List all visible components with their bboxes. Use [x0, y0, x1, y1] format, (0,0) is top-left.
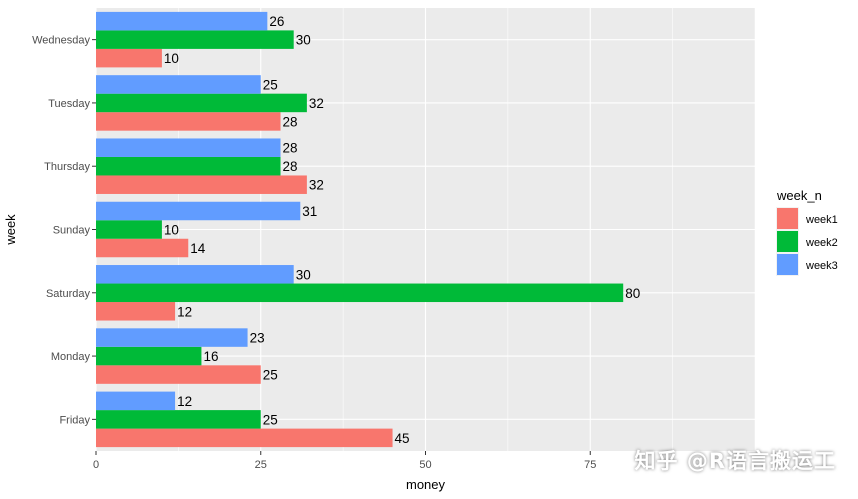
- bar-week3-wednesday: [96, 11, 268, 31]
- value-label: 25: [263, 368, 278, 383]
- value-label: 10: [164, 51, 179, 66]
- legend-key-week2: [777, 231, 798, 252]
- bar-week2-wednesday: [96, 30, 294, 49]
- bar-week2-monday: [96, 346, 202, 366]
- legend-label-week1: week1: [805, 214, 838, 226]
- x-axis: 0 25 50 75: [93, 451, 596, 471]
- bar-week1-thursday: [96, 175, 307, 194]
- y-tick-label: Wednesday: [32, 35, 90, 47]
- value-label: 12: [177, 304, 192, 319]
- bar-week1-sunday: [96, 238, 189, 258]
- value-label: 28: [283, 114, 298, 129]
- value-label: 80: [625, 286, 640, 301]
- y-tick-label: Friday: [59, 414, 90, 426]
- x-tick-label: 0: [93, 459, 99, 471]
- bar-week3-tuesday: [96, 75, 261, 94]
- y-tick-label: Thursday: [44, 161, 90, 173]
- bar-week1-wednesday: [96, 48, 162, 68]
- bar-week3-friday: [96, 391, 176, 411]
- value-label: 31: [302, 204, 317, 219]
- y-tick-label: Monday: [51, 351, 91, 363]
- x-tick-label: 50: [419, 459, 431, 471]
- value-label: 16: [203, 349, 218, 364]
- value-label: 23: [250, 331, 265, 346]
- bar-week1-tuesday: [96, 112, 281, 131]
- bar-week2-saturday: [96, 283, 624, 303]
- y-tick-label: Saturday: [46, 288, 91, 300]
- value-label: 10: [164, 223, 179, 238]
- bar-week3-sunday: [96, 201, 301, 221]
- bar-week2-tuesday: [96, 93, 307, 113]
- bar-week3-thursday: [96, 138, 281, 157]
- y-tick-label: Tuesday: [48, 98, 90, 110]
- bar-week2-friday: [96, 410, 261, 429]
- bar-week3-saturday: [96, 265, 294, 284]
- value-label: 30: [296, 33, 311, 48]
- value-label: 25: [263, 77, 278, 92]
- x-tick-label: 25: [255, 459, 267, 471]
- legend-title: week_n: [776, 188, 822, 203]
- bar-week1-friday: [96, 428, 393, 448]
- value-label: 12: [177, 394, 192, 409]
- value-label: 26: [269, 14, 284, 29]
- x-tick-label: 75: [584, 459, 596, 471]
- value-labels: 10 30 26 28 32 25 32 28 28 14 10 31 12 80 30 25 16 23 45 25…: [164, 14, 640, 446]
- value-label: 25: [263, 412, 278, 427]
- value-label: 14: [190, 241, 206, 256]
- legend: week_n week1 week2 week3: [776, 188, 838, 276]
- value-label: 28: [283, 159, 298, 174]
- bar-week2-thursday: [96, 156, 281, 176]
- value-label: 28: [283, 141, 298, 156]
- value-label: 32: [309, 178, 324, 193]
- legend-key-week3: [777, 254, 798, 275]
- y-axis: Wednesday Tuesday Thursday Sunday Saturday Mo…: [32, 35, 96, 426]
- legend-key-week1: [777, 208, 798, 229]
- value-label: 45: [395, 431, 410, 446]
- bars-group: [96, 11, 624, 448]
- bar-week1-monday: [96, 365, 261, 384]
- y-tick-label: Sunday: [53, 225, 91, 237]
- x-axis-title: money: [406, 477, 446, 492]
- bar-week1-saturday: [96, 302, 176, 321]
- bar-week3-monday: [96, 328, 248, 347]
- y-axis-title: week: [3, 214, 18, 246]
- watermark: 知乎 @R语言搬运工: [634, 449, 836, 473]
- legend-label-week3: week3: [805, 260, 838, 272]
- value-label: 32: [309, 96, 324, 111]
- bar-week2-sunday: [96, 220, 162, 239]
- value-label: 30: [296, 267, 311, 282]
- legend-label-week2: week2: [805, 237, 838, 249]
